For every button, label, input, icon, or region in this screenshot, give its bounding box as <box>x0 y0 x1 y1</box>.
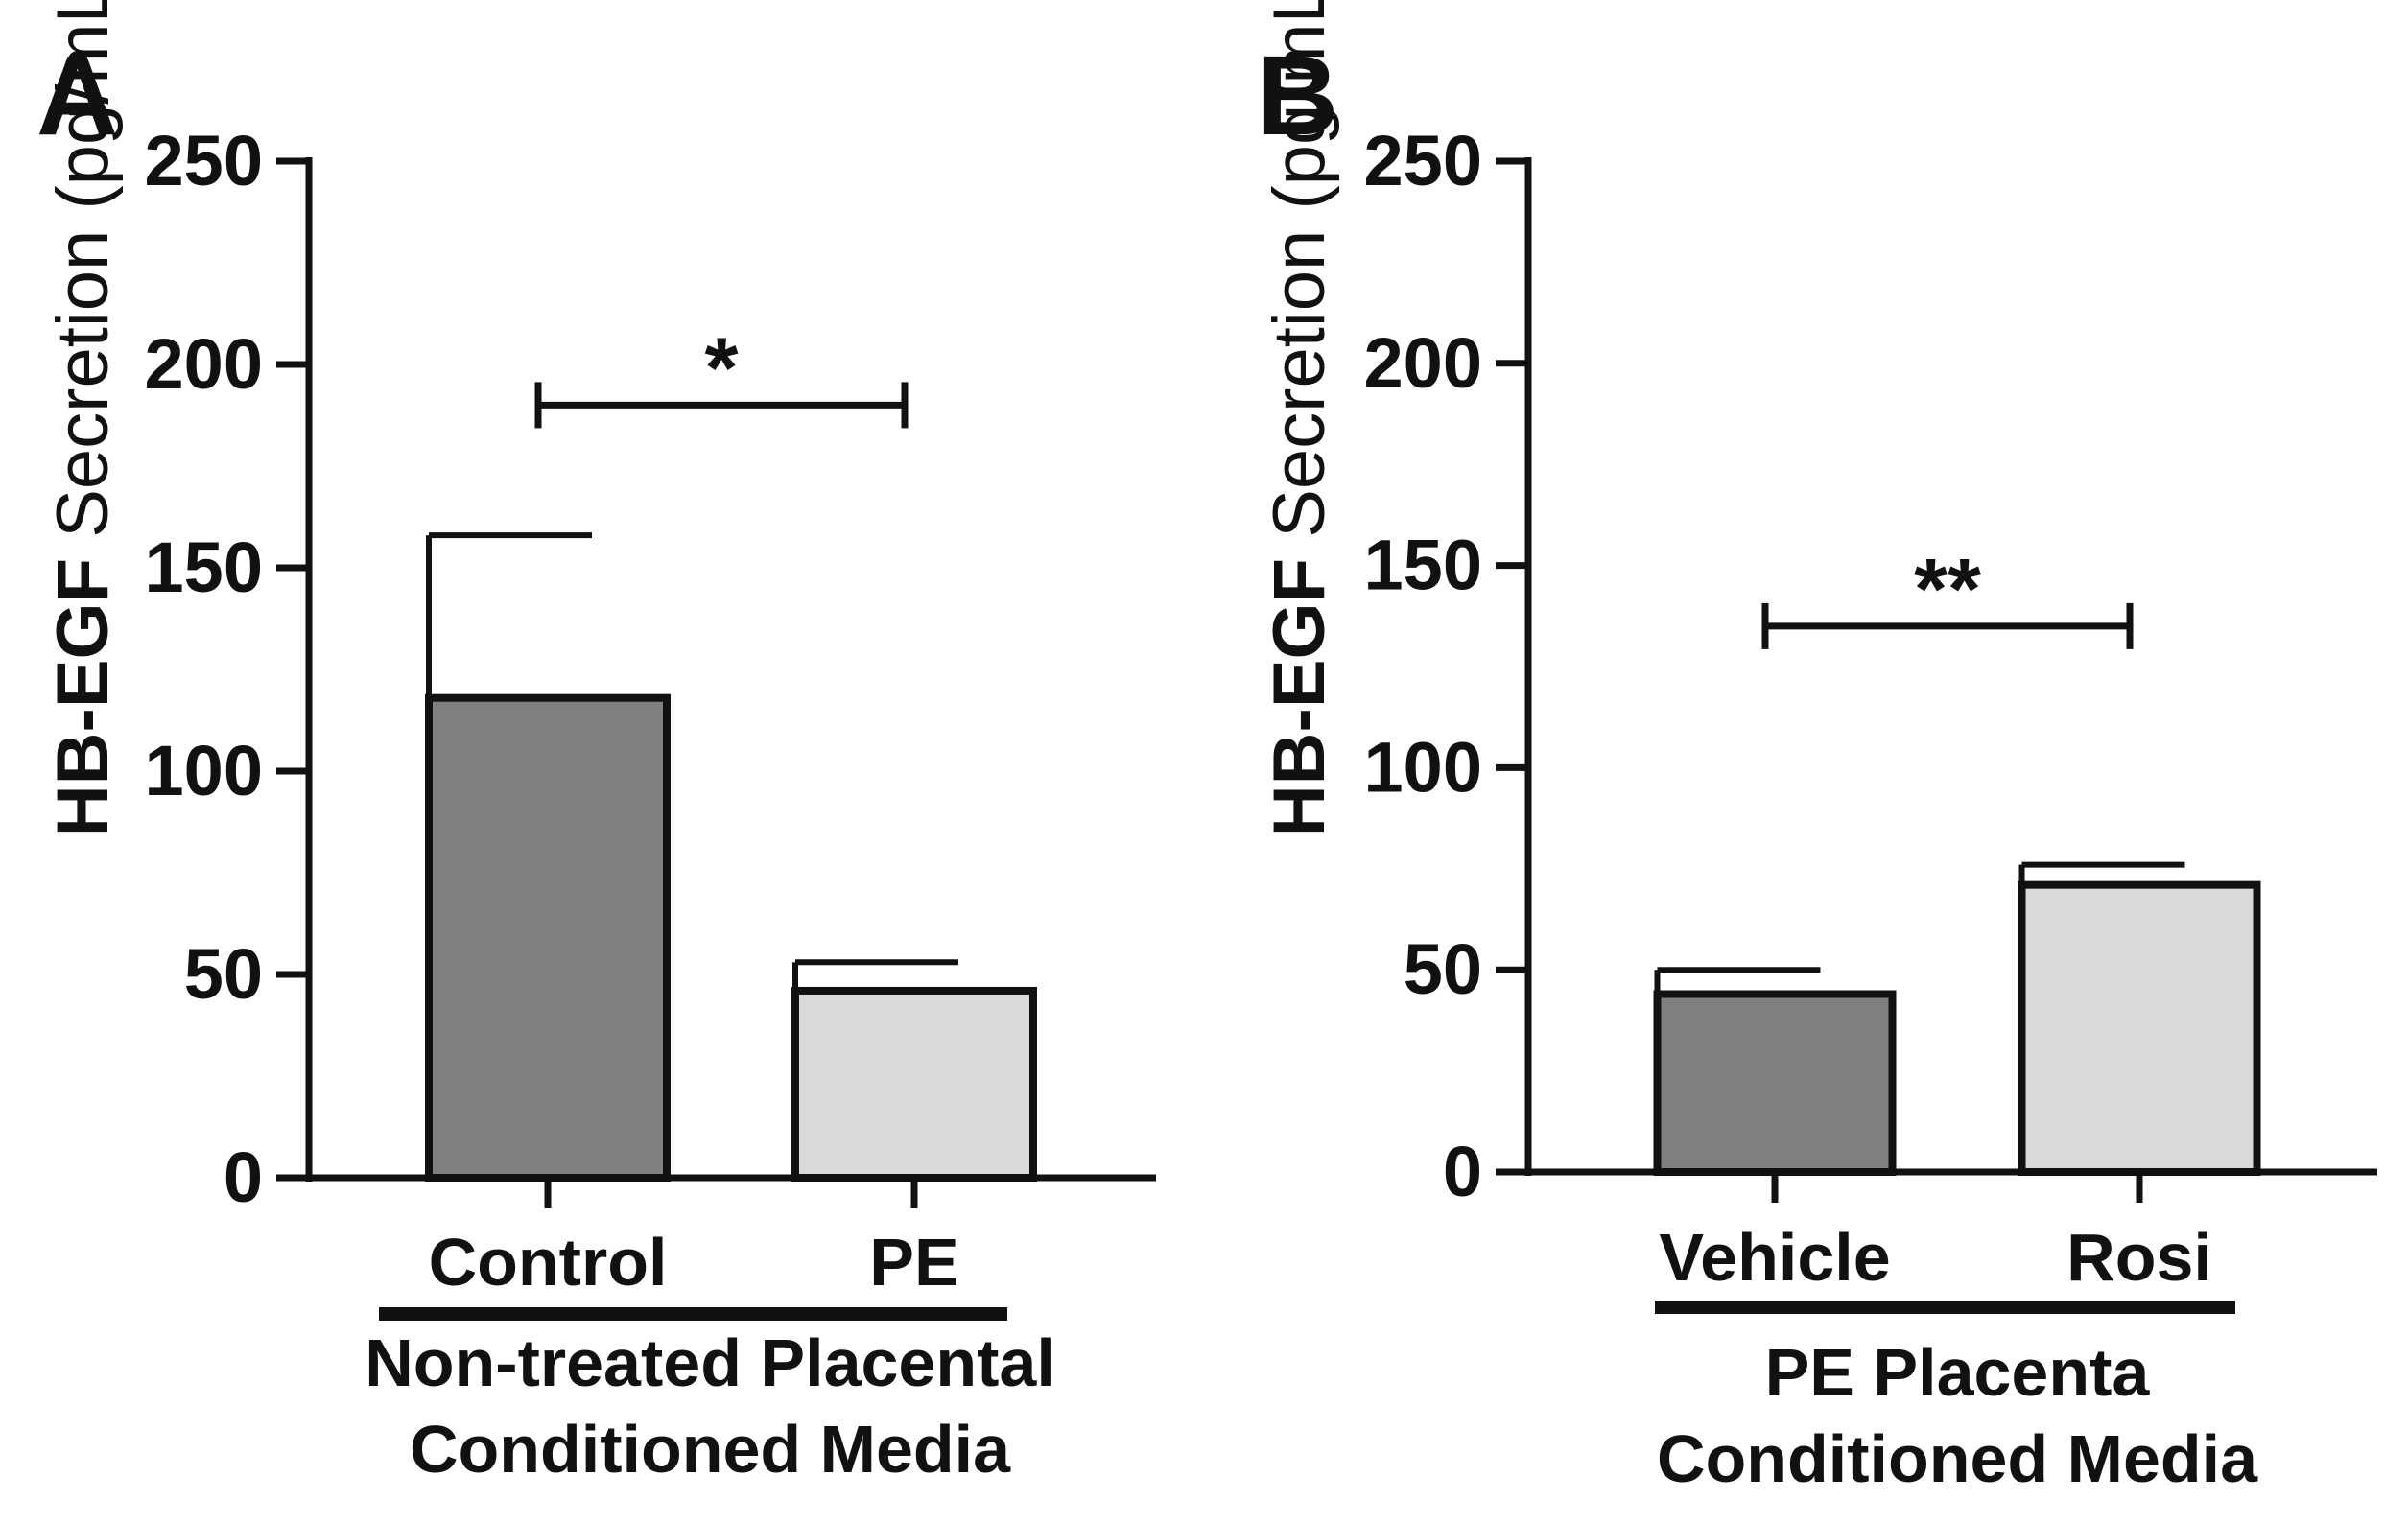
y-tick-label: 50 <box>184 934 263 1014</box>
y-tick-label: 0 <box>1443 1132 1482 1211</box>
bars: ** <box>1653 542 2261 1176</box>
axes: 0 50 100 150 200 250 Vehicle Rosi <box>1364 121 2377 1314</box>
group-label-line2: Conditioned Media <box>1657 1421 2258 1496</box>
y-axis-label: HB-EGF Secretion (pg/mL) <box>1259 0 1340 837</box>
group-label-line1: PE Placenta <box>1765 1335 2151 1410</box>
panel-label: A <box>36 33 118 159</box>
y-tick-label: 250 <box>1364 121 1482 200</box>
y-axis-label: HB-EGF Secretion (pg/mL) <box>42 0 124 837</box>
y-axis-label-regular: Secretion (pg/mL) <box>42 0 124 558</box>
panel-label: B <box>1257 33 1338 159</box>
y-tick-label: 50 <box>1404 929 1482 1009</box>
y-tick-label: 0 <box>224 1137 263 1217</box>
group-label-line2: Conditioned Media <box>410 1412 1011 1487</box>
panel-a: A HB-EGF Secretion (pg/mL) 0 50 100 150 200 2… <box>36 0 1156 1487</box>
category-label: Vehicle <box>1659 1220 1890 1295</box>
y-tick-label: 200 <box>1364 323 1482 403</box>
y-axis-label-bold: HB-EGF <box>1259 558 1340 837</box>
y-axis-label-regular: Secretion (pg/mL) <box>1259 0 1340 558</box>
y-tick-label: 150 <box>145 528 263 607</box>
group-label-line1: Non-treated Placental <box>365 1325 1055 1400</box>
bar-rosi <box>2018 880 2261 1176</box>
category-label: Control <box>429 1225 668 1300</box>
y-tick-label: 200 <box>145 324 263 404</box>
category-label: PE <box>869 1225 958 1300</box>
y-tick-label: 100 <box>145 731 263 810</box>
y-axis-label-bold: HB-EGF <box>42 558 124 837</box>
significance-label: * <box>704 320 738 416</box>
y-tick-label: 150 <box>1364 526 1482 605</box>
bar-vehicle <box>1653 990 1897 1176</box>
bar-control <box>425 693 671 1182</box>
category-label: Rosi <box>2066 1220 2212 1295</box>
panel-b: B HB-EGF Secretion (pg/mL) 0 50 100 150 200 2… <box>1257 0 2377 1496</box>
axes: 0 50 100 150 200 250 Control PE <box>145 121 1156 1321</box>
y-tick-label: 250 <box>145 121 263 200</box>
significance-label: ** <box>1914 542 1981 638</box>
bars: * <box>425 320 1037 1182</box>
bar-pe <box>791 986 1037 1182</box>
y-tick-label: 100 <box>1364 727 1482 807</box>
